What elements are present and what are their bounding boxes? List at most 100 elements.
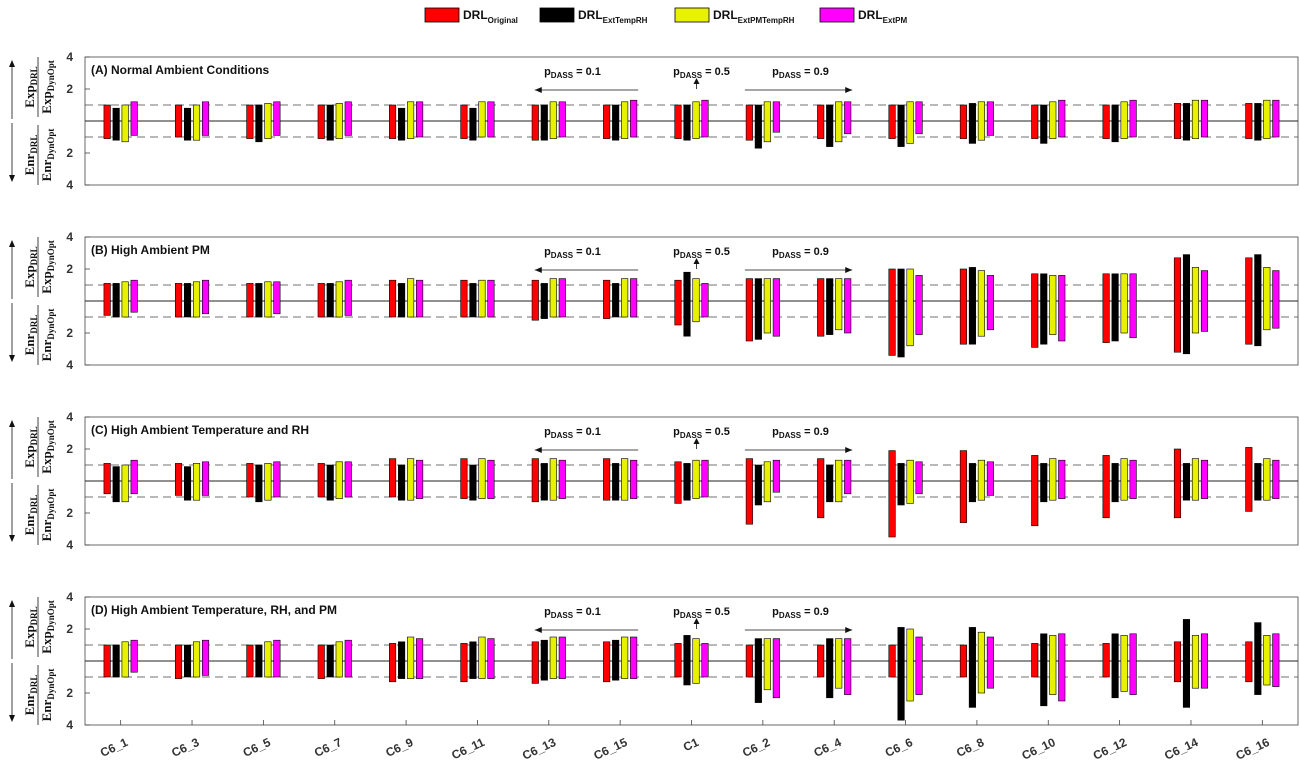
y-tick-label: 2 bbox=[66, 686, 73, 700]
y-tick-label: 2 bbox=[66, 82, 73, 96]
bar-DRL_ExtPMTempRH-C6_13 bbox=[549, 101, 557, 139]
bar-DRL_Original-C6_3 bbox=[174, 104, 183, 138]
bar-DRL_Original-C6_7 bbox=[317, 104, 325, 139]
bar-DRL_ExtPMTempRH-C6_1 bbox=[121, 641, 129, 678]
bar-DRL_ExtTempRH-C6_1 bbox=[112, 644, 120, 678]
annotation-pdass-0-1: pDASS = 0.1 bbox=[544, 66, 601, 80]
y-label-bottom-numerator: EnrDRL bbox=[22, 135, 39, 176]
arrowhead-up bbox=[693, 78, 700, 84]
bar-DRL_ExtPMTempRH-C6_16 bbox=[1263, 267, 1271, 331]
bar-DRL_Original-C6_13 bbox=[531, 279, 539, 321]
bar-DRL_Original-C6_16 bbox=[1245, 447, 1253, 512]
bar-DRL_ExtPM-C6_1 bbox=[130, 639, 138, 673]
bar-DRL_ExtPMTempRH-C6_14 bbox=[1191, 635, 1200, 689]
bar-DRL_ExtPMTempRH-C6_7 bbox=[335, 103, 343, 139]
bar-DRL_Original-C1 bbox=[674, 279, 682, 326]
bar-DRL_ExtPM-C6_4 bbox=[844, 278, 852, 334]
bar-DRL_ExtPMTempRH-C6_3 bbox=[192, 641, 201, 678]
bar-DRL_ExtPM-C6_2 bbox=[772, 638, 780, 699]
bar-DRL_ExtPM-C6_14 bbox=[1200, 270, 1209, 332]
bar-DRL_ExtTempRH-C6_13 bbox=[540, 104, 548, 141]
bar-DRL_Original-C6_13 bbox=[531, 104, 539, 141]
bar-DRL_Original-C6_9 bbox=[389, 643, 397, 683]
bar-DRL_ExtTempRH-C6_10 bbox=[1040, 463, 1048, 503]
annotation-pdass-0-1: pDASS = 0.1 bbox=[544, 246, 601, 260]
bar-DRL_ExtPM-C6_14 bbox=[1200, 459, 1209, 499]
bar-DRL_Original-C6_9 bbox=[389, 104, 397, 139]
bar-DRL_ExtTempRH-C6_12 bbox=[1111, 104, 1119, 143]
bar-DRL_ExtTempRH-C6_11 bbox=[469, 641, 477, 679]
bar-DRL_ExtPMTempRH-C6_8 bbox=[977, 631, 985, 694]
bar-DRL_ExtPM-C6_9 bbox=[416, 101, 424, 138]
bar-DRL_ExtPM-C6_16 bbox=[1272, 633, 1280, 687]
bar-DRL_Original-C6_10 bbox=[1031, 455, 1039, 527]
annotation-pdass-0-1: pDASS = 0.1 bbox=[544, 426, 601, 440]
bar-DRL_ExtPM-C6_10 bbox=[1058, 633, 1066, 702]
y-arrowhead-up bbox=[9, 240, 15, 247]
x-tick-label: C6_4 bbox=[812, 735, 844, 760]
bar-DRL_Original-C6_15 bbox=[603, 641, 611, 683]
bar-DRL_ExtPM-C1 bbox=[701, 643, 709, 678]
bar-DRL_Original-C6_14 bbox=[1173, 257, 1182, 353]
bar-DRL_ExtPMTempRH-C6_15 bbox=[621, 278, 629, 318]
bar-DRL_ExtPM-C6_15 bbox=[630, 278, 638, 318]
y-label-bottom-denominator: EnrDynOpt bbox=[39, 309, 56, 362]
y-tick-label: 4 bbox=[66, 410, 73, 424]
arrowhead-left bbox=[534, 447, 542, 453]
bar-DRL_ExtPM-C6_4 bbox=[844, 101, 852, 135]
bar-DRL_ExtPM-C6_10 bbox=[1058, 459, 1066, 499]
x-tick-label: C6_15 bbox=[591, 735, 629, 763]
bar-DRL_Original-C6_15 bbox=[603, 279, 611, 319]
bar-DRL_Original-C6_4 bbox=[817, 458, 825, 519]
y-tick-label: 4 bbox=[66, 230, 73, 244]
bar-DRL_ExtTempRH-C6_7 bbox=[326, 104, 334, 141]
bar-DRL_ExtPM-C1 bbox=[701, 459, 709, 498]
bar-DRL_ExtPM-C6_1 bbox=[130, 459, 138, 495]
y-label-top-denominator: ExpDynOpt bbox=[39, 600, 56, 653]
y-arrowhead-up bbox=[9, 60, 15, 67]
bar-DRL_ExtTempRH-C6_14 bbox=[1182, 103, 1191, 141]
bar-DRL_ExtTempRH-C6_6 bbox=[897, 104, 905, 147]
legend-swatch-DRL_Original bbox=[424, 7, 460, 23]
bar-DRL_ExtTempRH-C6_16 bbox=[1254, 103, 1262, 141]
bar-DRL_Original-C6_4 bbox=[817, 104, 825, 139]
y-label-top-denominator: ExpDynOpt bbox=[39, 60, 56, 113]
bar-DRL_ExtTempRH-C6_11 bbox=[469, 283, 477, 318]
bar-DRL_ExtPM-C6_7 bbox=[344, 461, 352, 498]
bar-DRL_ExtTempRH-C6_15 bbox=[612, 639, 620, 681]
bar-DRL_Original-C6_4 bbox=[817, 644, 825, 678]
bar-DRL_ExtTempRH-C6_12 bbox=[1111, 463, 1119, 503]
bar-DRL_ExtTempRH-C6_3 bbox=[183, 283, 192, 318]
x-tick-label: C1 bbox=[681, 735, 701, 754]
bar-DRL_ExtPMTempRH-C6_2 bbox=[763, 101, 771, 143]
bar-DRL_ExtPM-C6_2 bbox=[772, 278, 780, 337]
bar-DRL_ExtPMTempRH-C6_15 bbox=[621, 101, 629, 139]
bar-DRL_ExtPMTempRH-C6_14 bbox=[1191, 99, 1200, 139]
arrowhead-up bbox=[693, 258, 700, 264]
x-tick-label: C6_12 bbox=[1091, 735, 1129, 763]
bar-DRL_ExtTempRH-C6_2 bbox=[754, 638, 762, 703]
panel-title: (C) High Ambient Temperature and RH bbox=[91, 423, 309, 437]
bar-DRL_Original-C6_2 bbox=[745, 104, 753, 141]
y-label-bottom-numerator: EnrDRL bbox=[22, 675, 39, 716]
bar-DRL_Original-C1 bbox=[674, 104, 682, 139]
bar-DRL_ExtPMTempRH-C6_4 bbox=[835, 278, 843, 331]
arrowhead-left bbox=[534, 267, 542, 273]
annotation-pdass-0-9: pDASS = 0.9 bbox=[772, 246, 829, 260]
bar-DRL_ExtPM-C6_2 bbox=[772, 459, 780, 493]
bar-DRL_ExtPM-C6_3 bbox=[201, 279, 210, 315]
bar-DRL_Original-C6_5 bbox=[246, 644, 254, 678]
y-label-bottom-numerator: EnrDRL bbox=[22, 495, 39, 536]
bar-DRL_ExtTempRH-C6_8 bbox=[968, 267, 976, 345]
bar-DRL_Original-C6_11 bbox=[460, 279, 468, 318]
y-tick-label: 4 bbox=[66, 178, 73, 192]
bar-DRL_Original-C6_13 bbox=[531, 458, 539, 503]
bar-DRL_ExtTempRH-C6_15 bbox=[612, 463, 620, 501]
bar-DRL_Original-C6_11 bbox=[460, 458, 468, 499]
